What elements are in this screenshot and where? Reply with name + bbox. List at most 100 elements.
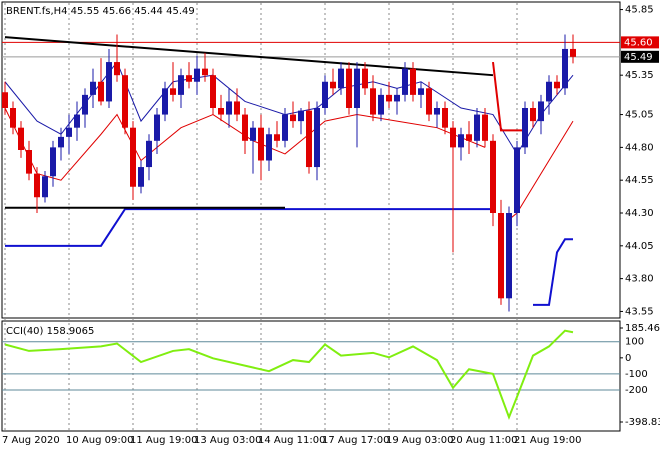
y-tick-label: 43.80 [625, 274, 654, 285]
candle-body [250, 127, 256, 141]
candle-body [378, 94, 384, 115]
price-tag [621, 36, 659, 49]
candle-body [370, 88, 376, 115]
candle-body [26, 150, 32, 174]
candle-body [386, 94, 392, 102]
candle-body [274, 134, 280, 141]
price-tag-label: 45.49 [624, 52, 653, 63]
candle-body [58, 136, 64, 148]
candle-body [354, 68, 360, 108]
x-tick-label: 17 Aug 17:00 [322, 435, 389, 446]
candle-body [562, 48, 568, 89]
candle-body [218, 108, 224, 115]
candle-body [138, 167, 144, 187]
candle-body [570, 48, 576, 57]
candle-body [394, 94, 400, 102]
cci-panel [1, 320, 621, 432]
candle-body [306, 110, 312, 168]
candle-body [546, 81, 552, 102]
cci-tick-label: -100 [625, 369, 648, 380]
overlay-line [4, 107, 486, 181]
price-tag-label: 45.60 [624, 37, 653, 48]
candle-body [154, 114, 160, 141]
y-tick-label: 45.35 [625, 70, 654, 81]
candle-body [554, 81, 560, 89]
candle-body [114, 62, 120, 76]
y-tick-label: 44.30 [625, 208, 654, 219]
x-tick-label: 21 Aug 19:00 [514, 435, 581, 446]
candle-body [530, 108, 536, 122]
x-tick-label: 19 Aug 03:00 [386, 435, 453, 446]
candle-body [298, 110, 304, 122]
y-tick-label: 43.55 [625, 306, 654, 317]
candle-body [74, 114, 80, 128]
candle-body [418, 88, 424, 95]
candle-body [514, 147, 520, 213]
cci-label: CCI(40) 158.9065 [6, 326, 94, 337]
candle-body [258, 127, 264, 161]
overlay-line [533, 238, 573, 306]
y-tick-label: 45.05 [625, 110, 654, 121]
candle-body [314, 108, 320, 168]
candle-body [402, 68, 408, 95]
cci-tick-label: -398.838 [625, 417, 660, 428]
candle-body [498, 213, 504, 299]
candle-body [146, 140, 152, 168]
candle-body [410, 68, 416, 95]
candle-body [330, 81, 336, 89]
candle-body [178, 75, 184, 95]
candle-body [442, 108, 448, 128]
candle-body [90, 81, 96, 95]
candle-body [322, 81, 328, 108]
cci-tick-label: 185.4658 [625, 323, 660, 334]
candle-body [490, 140, 496, 213]
candle-body [42, 176, 48, 198]
candle-body [458, 134, 464, 148]
candle-body [290, 114, 296, 122]
cci-tick-label: 0 [625, 353, 631, 364]
candle-body [434, 108, 440, 115]
y-tick-label: 45.85 [625, 5, 654, 16]
x-tick-label: 7 Aug 2020 [2, 435, 60, 446]
x-tick-label: 11 Aug 19:00 [130, 435, 197, 446]
candle-body [466, 134, 472, 141]
candle-body [82, 94, 88, 115]
cci-tick-label: -200 [625, 385, 648, 396]
candle-body [234, 101, 240, 115]
candle-body [106, 62, 112, 102]
candle-body [170, 88, 176, 95]
candle-body [210, 75, 216, 108]
candle-body [202, 68, 208, 76]
candle-body [362, 68, 368, 89]
cci-tick-label: 100 [625, 337, 644, 348]
candle-body [98, 81, 104, 102]
candle-body [50, 147, 56, 177]
candle-body [66, 127, 72, 137]
candle-body [346, 68, 352, 108]
candle-body [194, 68, 200, 82]
overlay-line [492, 61, 525, 132]
candle-body [282, 114, 288, 141]
y-tick-label: 44.55 [625, 175, 654, 186]
x-tick-label: 20 Aug 11:00 [450, 435, 517, 446]
candle-body [522, 108, 528, 148]
candle-body [506, 213, 512, 299]
candle-body [226, 101, 232, 115]
candle-body [162, 88, 168, 115]
candle-body [266, 134, 272, 161]
candle-body [242, 114, 248, 141]
x-tick-label: 13 Aug 03:00 [194, 435, 261, 446]
candle-body [34, 173, 40, 198]
candle-body [538, 101, 544, 122]
candle-body [10, 108, 16, 128]
overlay-line [5, 208, 493, 247]
price-panel [1, 1, 621, 319]
candle-body [474, 114, 480, 141]
y-tick-label: 44.80 [625, 142, 654, 153]
cci-line [4, 329, 574, 421]
x-tick-label: 10 Aug 09:00 [66, 435, 133, 446]
y-tick-label: 44.05 [625, 241, 654, 252]
x-tick-label: 14 Aug 11:00 [258, 435, 325, 446]
chart-title: BRENT.fs,H4 45.55 45.66 45.44 45.49 [6, 6, 195, 17]
